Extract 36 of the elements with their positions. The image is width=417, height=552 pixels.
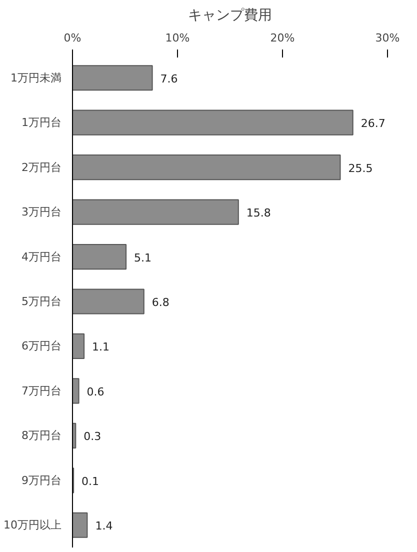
x-tick-label: 0% xyxy=(64,32,82,44)
y-tick-label: 4万円台 xyxy=(22,250,62,264)
y-tick-label: 2万円台 xyxy=(22,160,62,174)
x-tick-label: 20% xyxy=(270,32,295,44)
x-tick-label: 10% xyxy=(165,32,190,44)
data-label: 15.8 xyxy=(246,206,271,220)
data-label: 1.1 xyxy=(92,340,110,354)
bar xyxy=(72,199,239,225)
data-label: 5.1 xyxy=(134,251,152,264)
bar xyxy=(72,288,144,314)
data-label: 0.3 xyxy=(84,430,102,444)
bar xyxy=(72,244,127,270)
data-label: 0.6 xyxy=(86,385,104,398)
data-label: 25.5 xyxy=(348,162,373,175)
y-tick-label: 9万円台 xyxy=(22,474,62,487)
bar xyxy=(72,110,354,136)
y-tick-label: 1万円台 xyxy=(22,116,62,130)
x-tick-label: 30% xyxy=(375,32,400,44)
y-tick-label: 6万円台 xyxy=(22,340,62,353)
y-tick-label: 3万円台 xyxy=(22,206,62,219)
y-tick-label: 7万円台 xyxy=(22,384,62,398)
y-tick-label: 8万円台 xyxy=(22,429,62,442)
bar xyxy=(72,512,88,538)
y-tick-label: 5万円台 xyxy=(22,295,62,308)
bar xyxy=(72,378,80,404)
bar xyxy=(72,154,341,180)
bar xyxy=(72,333,85,360)
data-label: 7.6 xyxy=(160,72,178,86)
data-label: 1.4 xyxy=(95,520,113,533)
chart-title: キャンプ費用 xyxy=(188,8,272,24)
y-tick-label: 1万円未満 xyxy=(10,71,62,84)
data-label: 0.1 xyxy=(82,474,100,488)
y-tick-label: 10万円以上 xyxy=(4,518,62,532)
data-label: 26.7 xyxy=(360,117,386,130)
data-label: 6.8 xyxy=(152,296,170,309)
bar xyxy=(72,65,153,91)
